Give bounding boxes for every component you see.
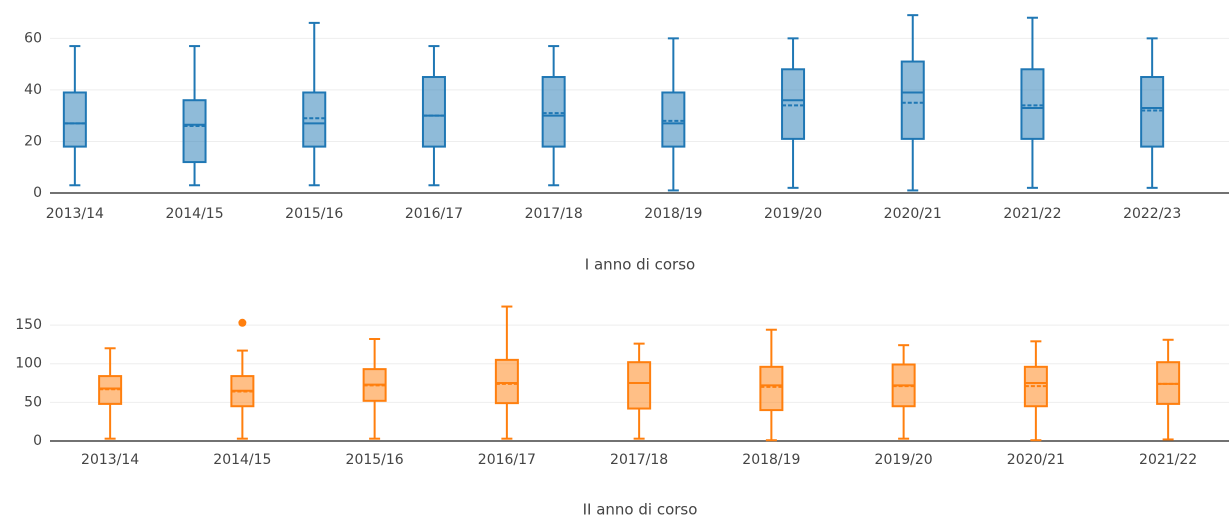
box (781, 68, 806, 140)
x-tick-label: 2015/16 (285, 206, 343, 222)
x-tick-label: 2020/21 (884, 206, 942, 222)
y-tick-label: 150 (15, 317, 42, 333)
box (661, 91, 686, 148)
box (627, 361, 652, 410)
x-tick-label: 2013/14 (46, 206, 104, 222)
box (421, 76, 446, 148)
y-tick-label: 100 (15, 356, 42, 372)
x-tick-label: 2014/15 (213, 452, 271, 468)
box (182, 99, 207, 164)
x-tick-label: 2017/18 (525, 206, 583, 222)
x-tick-label: 2016/17 (405, 206, 463, 222)
x-tick-label: 2017/18 (610, 452, 668, 468)
x-tick-label: 2013/14 (81, 452, 139, 468)
box (494, 358, 519, 405)
box (900, 60, 925, 140)
box (302, 91, 327, 148)
y-tick-label: 50 (24, 394, 42, 410)
x-tick-label: 2021/22 (1003, 206, 1061, 222)
y-tick-label: 0 (33, 185, 42, 201)
box (541, 76, 566, 148)
x-tick-label: 2021/22 (1139, 452, 1197, 468)
box (1140, 76, 1165, 148)
x-tick-label: 2016/17 (478, 452, 536, 468)
x-tick-label: 2022/23 (1123, 206, 1181, 222)
x-tick-label: 2014/15 (165, 206, 223, 222)
x-tick-label: 2020/21 (1007, 452, 1065, 468)
y-tick-label: 40 (24, 82, 42, 98)
outlier (238, 318, 247, 327)
box (62, 91, 87, 148)
box (1020, 68, 1045, 140)
x-tick-label: 2018/19 (644, 206, 702, 222)
x-tick-label: 2015/16 (346, 452, 404, 468)
box (759, 365, 784, 412)
y-tick-label: 20 (24, 133, 42, 149)
x-tick-label: 2018/19 (742, 452, 800, 468)
y-tick-label: 0 (33, 433, 42, 449)
x-tick-label: 2019/20 (764, 206, 822, 222)
x-tick-label: 2019/20 (875, 452, 933, 468)
y-tick-label: 60 (24, 30, 42, 46)
x-axis-title: I anno di corso (585, 256, 695, 274)
x-axis-title: II anno di corso (583, 501, 698, 517)
